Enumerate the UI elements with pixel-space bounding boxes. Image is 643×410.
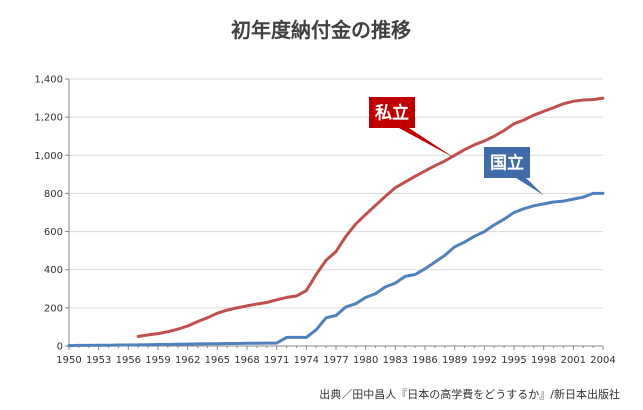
y-tick-label: 1,000 xyxy=(34,151,63,162)
x-tick-label: 1989 xyxy=(442,355,467,366)
callout-label: 私立 xyxy=(375,103,409,124)
x-tick-label: 1983 xyxy=(383,355,408,366)
source-note: 出典／田中昌人『日本の高学費をどうするか』/新日本出版社 xyxy=(319,387,620,401)
y-tick-label: 800 xyxy=(44,189,63,200)
x-tick-label: 1962 xyxy=(175,355,200,366)
series-line xyxy=(67,191,605,348)
x-tick-label: 1992 xyxy=(472,355,497,366)
x-tick-label: 2001 xyxy=(561,355,586,366)
y-tick-label: 600 xyxy=(44,227,63,238)
chart-title: 初年度納付金の推移 xyxy=(231,18,411,42)
y-axis: 0 200 400 600 800 1,000 1,200 1,400 xyxy=(34,75,69,353)
x-tick-label: 1995 xyxy=(501,355,526,366)
x-tick-label: 1977 xyxy=(323,355,348,366)
x-tick-label: 1959 xyxy=(145,355,170,366)
grid xyxy=(69,78,603,309)
x-tick-label: 1953 xyxy=(86,355,111,366)
callout-box xyxy=(484,147,544,196)
x-tick-label: 1986 xyxy=(412,355,437,366)
y-tick-label: 0 xyxy=(57,342,63,353)
x-tick-label: 1980 xyxy=(353,355,378,366)
y-tick-label: 1,400 xyxy=(34,75,63,86)
x-tick-label: 1968 xyxy=(234,355,259,366)
y-tick-label: 400 xyxy=(44,265,63,276)
x-axis: 1950 1953 1956 1959 1962 1965 1968 1971 1974 1977… xyxy=(56,346,616,366)
series-line xyxy=(136,96,605,338)
callout-label: 国立 xyxy=(490,153,524,174)
y-tick-label: 200 xyxy=(44,303,63,314)
plot-lines xyxy=(67,96,605,348)
x-tick-label: 1998 xyxy=(531,355,556,366)
callout-box xyxy=(369,97,455,159)
x-tick-label: 1971 xyxy=(264,355,289,366)
x-tick-label: 1974 xyxy=(294,355,319,366)
x-tick-label: 1950 xyxy=(56,355,81,366)
x-tick-label: 1965 xyxy=(205,355,230,366)
x-tick-label: 2004 xyxy=(590,355,615,366)
x-tick-label: 1956 xyxy=(116,355,141,366)
y-tick-label: 1,200 xyxy=(34,113,63,124)
